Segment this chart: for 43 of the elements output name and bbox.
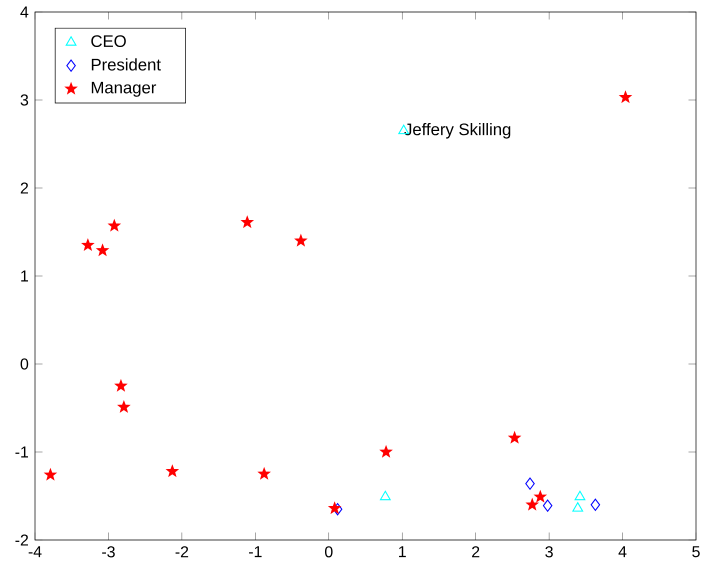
point [96, 244, 108, 256]
point [620, 91, 632, 102]
point [241, 216, 254, 228]
y-tick-label: -1 [15, 446, 28, 458]
y-tick-label: 1 [21, 270, 28, 282]
point [590, 498, 600, 511]
point [258, 468, 270, 480]
y-tick-label: 2 [20, 182, 28, 194]
point [166, 465, 178, 476]
y-tick-label: 0 [20, 358, 28, 370]
x-tick-label: 0 [324, 546, 333, 558]
annotation: Jeffery Skilling [404, 123, 510, 139]
point [328, 502, 341, 514]
x-tick-label: 4 [618, 546, 626, 558]
x-tick-label: 1 [399, 546, 406, 558]
point [542, 500, 552, 512]
x-tick-label: 3 [545, 546, 553, 558]
point [380, 446, 392, 458]
x-tick-label: -4 [28, 546, 42, 558]
point [380, 490, 391, 500]
point [44, 468, 56, 480]
point [526, 498, 538, 510]
y-tick-label: -2 [15, 534, 28, 546]
point [108, 220, 120, 231]
x-tick-label: 5 [692, 546, 700, 558]
point [572, 502, 584, 512]
point [574, 490, 586, 500]
y-tick-label: 3 [20, 94, 28, 106]
y-tick-label: 4 [20, 6, 28, 18]
point [115, 380, 127, 392]
x-tick-label: 2 [472, 546, 480, 558]
point [534, 490, 546, 502]
legend-label: CEO [91, 35, 126, 48]
legend-label: President [92, 58, 161, 71]
point [508, 432, 520, 443]
point [118, 400, 130, 412]
x-tick-label: -2 [176, 546, 188, 558]
x-tick-label: -3 [102, 546, 115, 558]
x-tick-label: -1 [249, 546, 262, 558]
point [82, 239, 94, 250]
point [294, 234, 307, 246]
legend-label: Manager [92, 82, 156, 97]
point [525, 478, 535, 490]
